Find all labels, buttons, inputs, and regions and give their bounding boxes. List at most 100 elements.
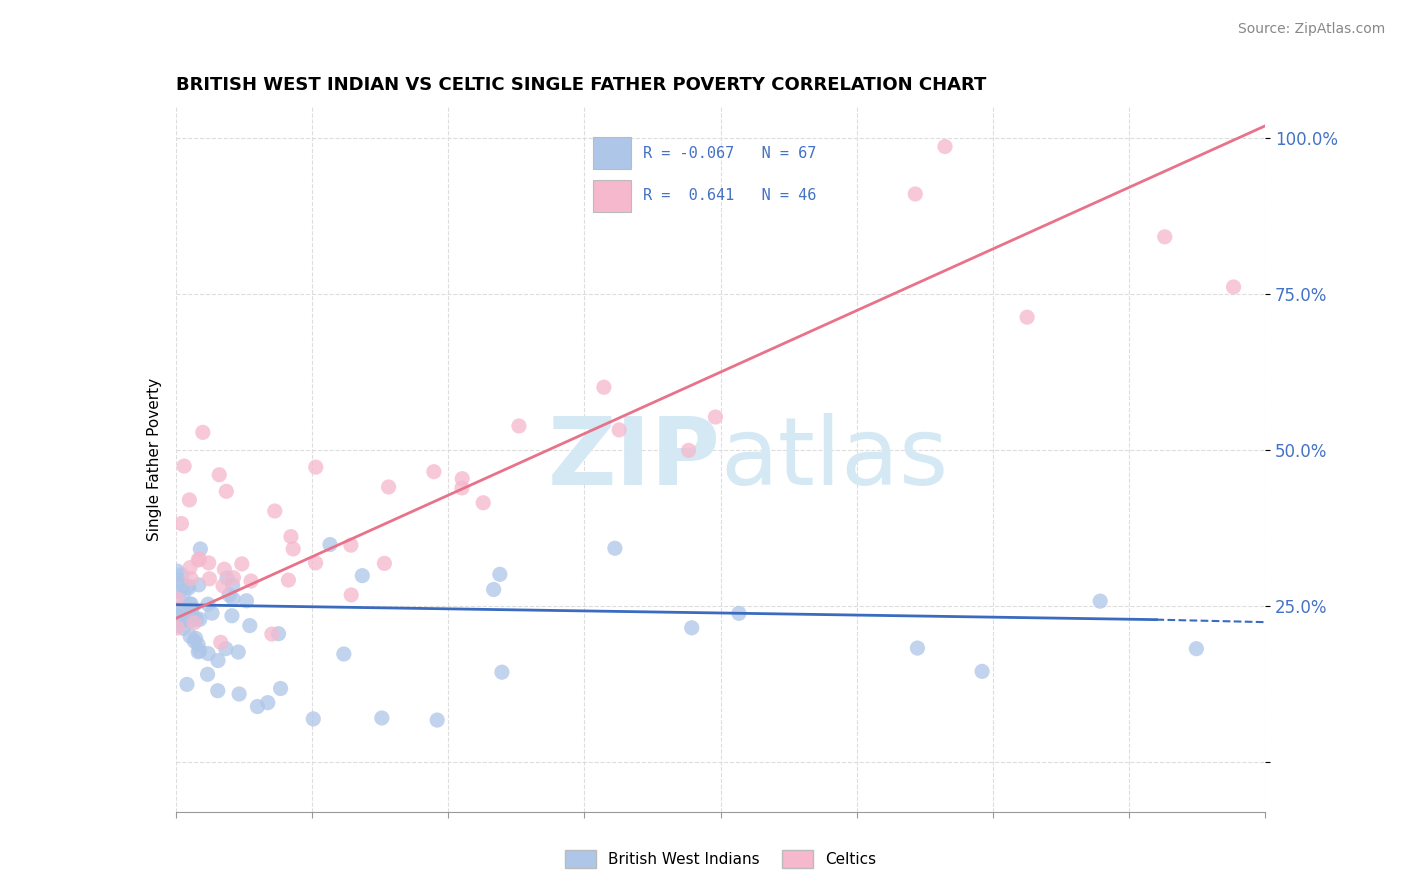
Point xyxy=(319,538,342,552)
Point xyxy=(179,492,201,507)
Point xyxy=(167,609,190,624)
Point xyxy=(283,541,305,556)
Point xyxy=(169,585,191,599)
Point xyxy=(235,593,257,607)
Point xyxy=(187,645,209,659)
Point xyxy=(187,578,209,592)
Point xyxy=(197,667,219,681)
Point xyxy=(340,588,363,602)
Point xyxy=(304,556,326,570)
Point xyxy=(267,626,290,640)
Point xyxy=(215,641,238,656)
Point xyxy=(728,607,751,621)
Point xyxy=(222,571,245,585)
Point xyxy=(377,480,399,494)
Point xyxy=(188,612,211,626)
Point xyxy=(180,614,202,628)
Point xyxy=(221,578,243,592)
Point xyxy=(1017,310,1039,325)
Point xyxy=(451,481,474,495)
Point xyxy=(197,647,219,661)
Point xyxy=(218,588,240,602)
Point xyxy=(183,615,205,630)
Point xyxy=(704,409,727,424)
Point xyxy=(904,186,927,201)
Point xyxy=(423,465,446,479)
Point xyxy=(302,712,325,726)
Y-axis label: Single Father Poverty: Single Father Poverty xyxy=(146,378,162,541)
Point xyxy=(373,557,395,571)
Point xyxy=(1222,280,1244,294)
Point xyxy=(183,634,205,648)
Point xyxy=(172,621,194,635)
Point xyxy=(228,687,250,701)
Point xyxy=(197,556,219,570)
Point xyxy=(256,696,278,710)
Point xyxy=(1153,229,1175,244)
Point xyxy=(214,562,236,576)
Point xyxy=(170,516,193,531)
Point xyxy=(970,665,993,679)
Point xyxy=(215,484,238,499)
Point xyxy=(333,647,356,661)
Text: Source: ZipAtlas.com: Source: ZipAtlas.com xyxy=(1237,22,1385,37)
Point xyxy=(246,699,269,714)
Point xyxy=(166,573,188,587)
Point xyxy=(231,557,253,571)
Text: ZIP: ZIP xyxy=(548,413,721,506)
Point xyxy=(221,608,243,623)
Point xyxy=(170,600,193,615)
Point xyxy=(491,665,513,680)
Point xyxy=(371,711,394,725)
Point xyxy=(305,460,328,475)
Point xyxy=(173,459,195,474)
Point xyxy=(340,538,363,552)
Point xyxy=(167,601,190,615)
Point xyxy=(240,574,263,588)
Point xyxy=(603,541,626,556)
Point xyxy=(179,629,201,643)
Point xyxy=(217,571,239,585)
Point xyxy=(177,579,200,593)
Point xyxy=(179,610,201,624)
Point xyxy=(681,621,703,635)
Point xyxy=(678,443,700,458)
Point xyxy=(184,632,207,646)
Point xyxy=(187,638,209,652)
Point xyxy=(188,644,211,658)
Point xyxy=(426,713,449,727)
Point xyxy=(263,504,285,518)
Point xyxy=(1090,594,1112,608)
Point xyxy=(209,635,232,649)
Point xyxy=(239,618,262,632)
Point xyxy=(167,618,190,632)
Point xyxy=(472,496,495,510)
Point xyxy=(188,541,211,556)
Point xyxy=(172,578,194,592)
Point xyxy=(489,567,512,582)
Point xyxy=(180,572,202,586)
Point xyxy=(188,552,211,566)
Point xyxy=(180,602,202,616)
Point xyxy=(187,553,209,567)
Point xyxy=(166,621,188,635)
Point xyxy=(277,573,299,587)
Point xyxy=(352,568,374,582)
Point xyxy=(191,425,214,440)
Point xyxy=(508,419,530,434)
Point xyxy=(197,597,219,611)
Point xyxy=(207,683,229,698)
Point xyxy=(173,586,195,600)
Point xyxy=(222,591,245,606)
Text: BRITISH WEST INDIAN VS CELTIC SINGLE FATHER POVERTY CORRELATION CHART: BRITISH WEST INDIAN VS CELTIC SINGLE FAT… xyxy=(176,77,986,95)
Point xyxy=(179,560,201,574)
Point xyxy=(1185,641,1208,656)
Point xyxy=(280,530,302,544)
Point xyxy=(226,645,249,659)
Point xyxy=(482,582,505,597)
Point xyxy=(176,677,198,691)
Point xyxy=(186,612,208,626)
Point xyxy=(934,139,956,153)
Point xyxy=(451,472,474,486)
Point xyxy=(166,564,188,578)
